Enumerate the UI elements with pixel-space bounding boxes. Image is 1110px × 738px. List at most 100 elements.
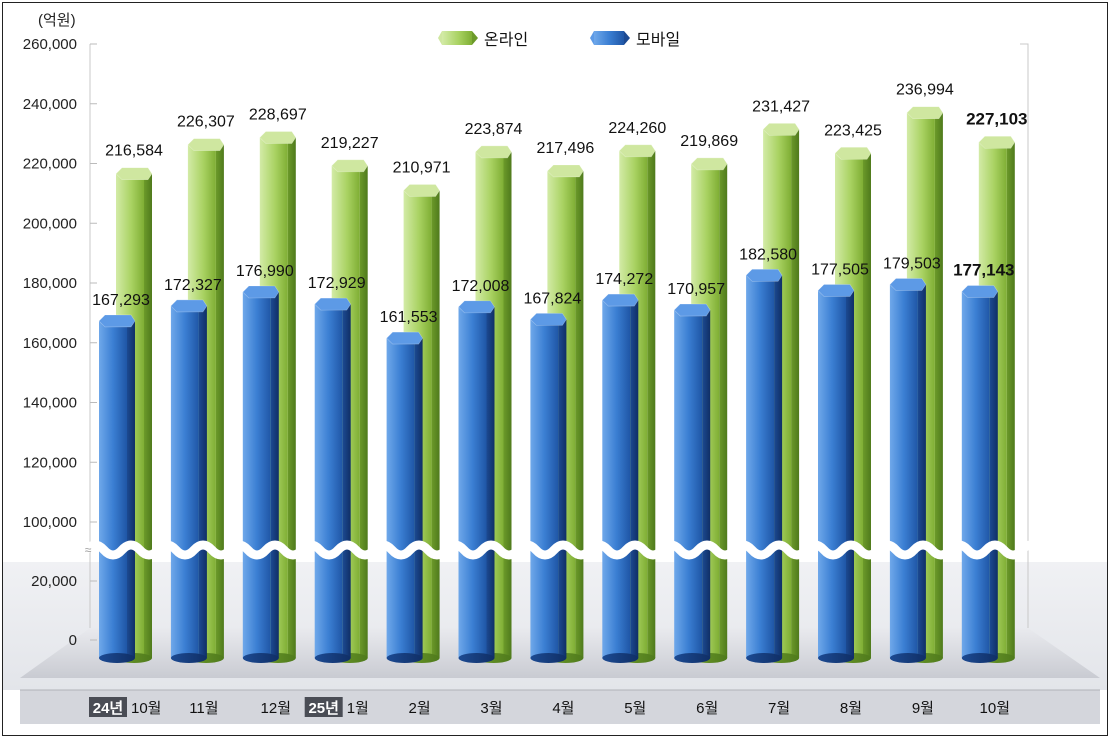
mobile-bar-front [314, 304, 343, 658]
mobile-bar-front [530, 319, 559, 658]
y-tick-label: 160,000 [23, 335, 77, 352]
mobile-value-label: 170,957 [667, 281, 725, 298]
y-tick-label: 100,000 [23, 514, 77, 531]
online-bar-cap [762, 123, 800, 136]
mobile-bar-cap [817, 284, 855, 297]
legend-online: 온라인 [438, 31, 528, 49]
mobile-bar [386, 331, 423, 663]
online-bar-side [431, 190, 440, 659]
x-axis: 24년 10월 11월 12월 25년 1월 2월 3월 4월 5월 6월 7월 8월 9월 10월 [89, 697, 1010, 717]
mobile-bar-cap [601, 293, 639, 307]
mobile-bar-base [242, 653, 279, 663]
mobile-bar-base [386, 653, 423, 663]
mobile-bar-side [846, 290, 854, 658]
mobile-bar [314, 297, 352, 663]
online-bar-cap [906, 106, 944, 120]
month-label: 3월 [480, 700, 502, 717]
online-bar-side [1006, 142, 1015, 658]
mobile-value-label: 176,990 [236, 263, 294, 280]
mobile-bar-base [99, 653, 135, 663]
mobile-bar-front [746, 275, 775, 658]
legend-mobile-label: 모바일 [636, 31, 680, 49]
year-badge-label: 25년 [308, 700, 339, 717]
online-bar-side [144, 173, 152, 658]
y-tick-label: 20,000 [31, 573, 77, 590]
online-bar-cap [475, 145, 512, 159]
month-label: 11월 [189, 700, 218, 717]
mobile-bar [889, 278, 927, 663]
plot-area-bracket [1020, 43, 1029, 628]
online-bar-side [719, 163, 728, 658]
legend: 온라인 모바일 [438, 31, 680, 49]
mobile-bar-base [674, 653, 711, 663]
mobile-bar-base [602, 653, 639, 663]
month-label: 10월 [131, 700, 162, 717]
month-label: 1월 [347, 700, 369, 717]
online-value-label: 231,427 [752, 98, 810, 115]
mobile-bar-cap [889, 278, 927, 291]
mobile-bar-side [342, 304, 351, 658]
category-axis-band [20, 690, 1100, 724]
axis-break-layer: ≈ [81, 540, 1063, 560]
online-bar-cap [331, 159, 369, 173]
mobile-bar-front [386, 338, 415, 658]
mobile-bar-front [99, 320, 127, 658]
bars-layer [98, 106, 1016, 663]
online-bar-side [575, 170, 584, 658]
online-bar-side [503, 151, 512, 658]
mobile-bar-base [746, 653, 783, 663]
online-value-label: 223,425 [824, 122, 882, 139]
mobile-bar-side [270, 291, 279, 658]
y-axis: 260,000 240,000 220,000 200,000 180,000 160,0… [23, 36, 97, 649]
mobile-value-label: 167,293 [92, 292, 150, 309]
online-value-label: 226,307 [177, 114, 235, 131]
mobile-bar-side [486, 306, 495, 658]
online-bar-cap [187, 138, 225, 151]
legend-mobile: 모바일 [590, 31, 680, 49]
online-value-label: 236,994 [896, 82, 954, 99]
online-bar-cap [546, 164, 584, 178]
mobile-bar-cap [242, 285, 280, 299]
mobile-bar-side [127, 320, 135, 658]
mobile-bar-base [818, 653, 854, 663]
mobile-bar-cap [961, 285, 999, 298]
online-bar-side [287, 137, 296, 659]
legend-mobile-swatch-cap [590, 31, 594, 45]
mobile-bar [98, 314, 136, 663]
online-bar-cap [834, 146, 872, 160]
mobile-value-label: 172,008 [452, 278, 510, 295]
axis-break-wave [81, 540, 1063, 560]
mobile-value-label: 174,272 [595, 271, 653, 288]
online-value-label: 228,697 [249, 107, 307, 124]
online-bar-cap [618, 144, 656, 158]
mobile-bar-cap [386, 331, 423, 345]
year-badge-label: 24년 [93, 700, 124, 717]
online-value-label: 219,227 [321, 135, 379, 152]
legend-online-swatch-side [472, 31, 478, 45]
month-label: 10월 [980, 700, 1011, 717]
online-value-label: 223,874 [465, 121, 523, 138]
mobile-bar-front [818, 290, 846, 658]
mobile-bar-front [961, 291, 990, 658]
legend-online-label: 온라인 [484, 31, 528, 49]
mobile-bar-base [170, 653, 207, 663]
mobile-bar-base [530, 653, 567, 663]
mobile-bar-base [889, 653, 926, 663]
mobile-bar-side [414, 338, 423, 658]
online-bar-cap [690, 157, 728, 171]
mobile-bar [745, 268, 783, 663]
legend-online-swatch [442, 31, 472, 45]
mobile-bar-side [630, 300, 639, 658]
mobile-bar-cap [529, 313, 567, 326]
online-bar-side [863, 153, 871, 658]
legend-mobile-swatch-side [624, 31, 630, 45]
mobile-bar [673, 303, 711, 663]
mobile-value-label: 177,143 [953, 261, 1014, 280]
mobile-value-label: 167,824 [523, 290, 581, 307]
mobile-value-label: 177,505 [811, 261, 869, 278]
mobile-bar [961, 285, 999, 663]
mobile-bar-front [458, 306, 487, 658]
mobile-bar-cap [314, 297, 352, 311]
mobile-bar-cap [98, 314, 136, 328]
